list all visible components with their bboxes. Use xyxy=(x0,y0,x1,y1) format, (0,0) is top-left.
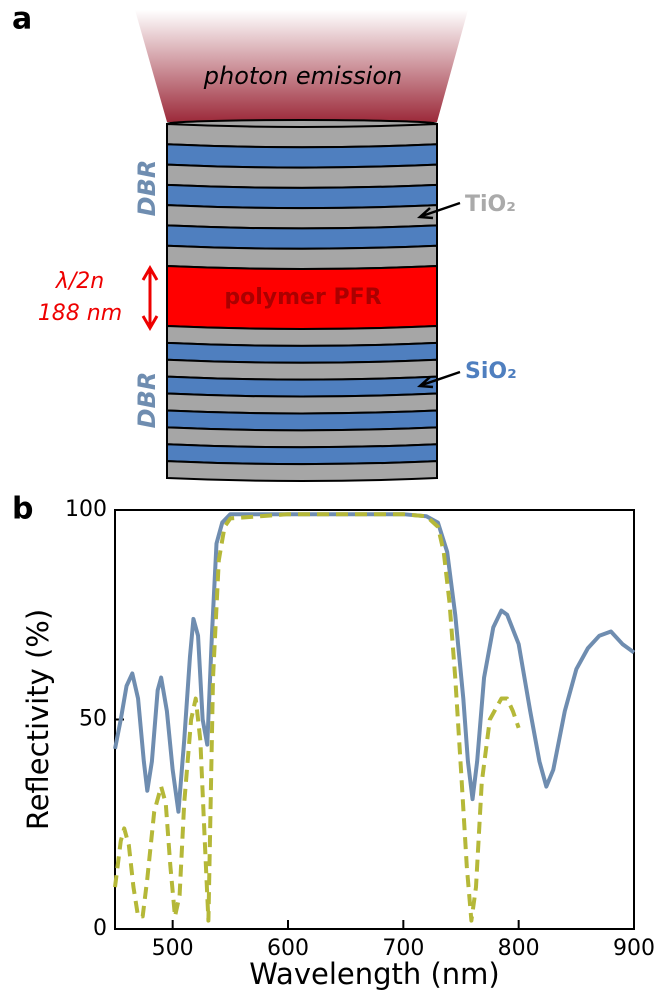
layer xyxy=(166,244,438,270)
tio2-label: TiO₂ xyxy=(465,192,516,217)
panel-label: b xyxy=(12,492,33,527)
y-axis-label: Reflectivity (%) xyxy=(21,609,55,830)
x-tick-label: 800 xyxy=(498,936,540,961)
x-tick-label: 900 xyxy=(613,936,655,961)
layer xyxy=(166,392,438,415)
layer xyxy=(166,426,438,449)
y-tick-label: 100 xyxy=(65,497,107,522)
thickness-formula: λ/2n xyxy=(55,269,104,294)
layer xyxy=(166,409,438,432)
dbr-label: DBR xyxy=(133,160,161,217)
layer xyxy=(166,122,438,149)
dbr-label: DBR xyxy=(133,372,161,429)
series-line xyxy=(113,512,521,923)
emission-label: photon emission xyxy=(203,62,402,90)
layer xyxy=(166,443,438,466)
layer xyxy=(166,324,438,347)
x-tick-label: 700 xyxy=(382,936,424,961)
y-tick-label: 0 xyxy=(93,916,107,941)
layer xyxy=(166,341,438,364)
layer xyxy=(166,183,438,210)
x-axis-label: Wavelength (nm) xyxy=(249,957,500,991)
thickness-arrow xyxy=(141,265,159,331)
emission-cone xyxy=(135,10,468,122)
layer xyxy=(166,143,438,169)
layer xyxy=(166,460,438,482)
layer xyxy=(166,375,438,398)
pointer-arrow xyxy=(416,370,461,389)
layer-stack xyxy=(166,119,438,482)
layer xyxy=(166,204,438,230)
pointer-arrow xyxy=(416,201,461,220)
cavity-label: polymer PFR xyxy=(224,285,381,310)
layer xyxy=(166,224,438,250)
thickness: 188 nm xyxy=(38,301,122,326)
layer xyxy=(166,358,438,381)
series-line xyxy=(113,512,636,814)
x-tick-label: 500 xyxy=(152,936,194,961)
panel-label: a xyxy=(12,2,32,37)
layer xyxy=(166,163,438,189)
x-tick-label: 600 xyxy=(267,936,309,961)
y-tick-label: 50 xyxy=(79,707,107,732)
sio2-label: SiO₂ xyxy=(465,359,517,384)
